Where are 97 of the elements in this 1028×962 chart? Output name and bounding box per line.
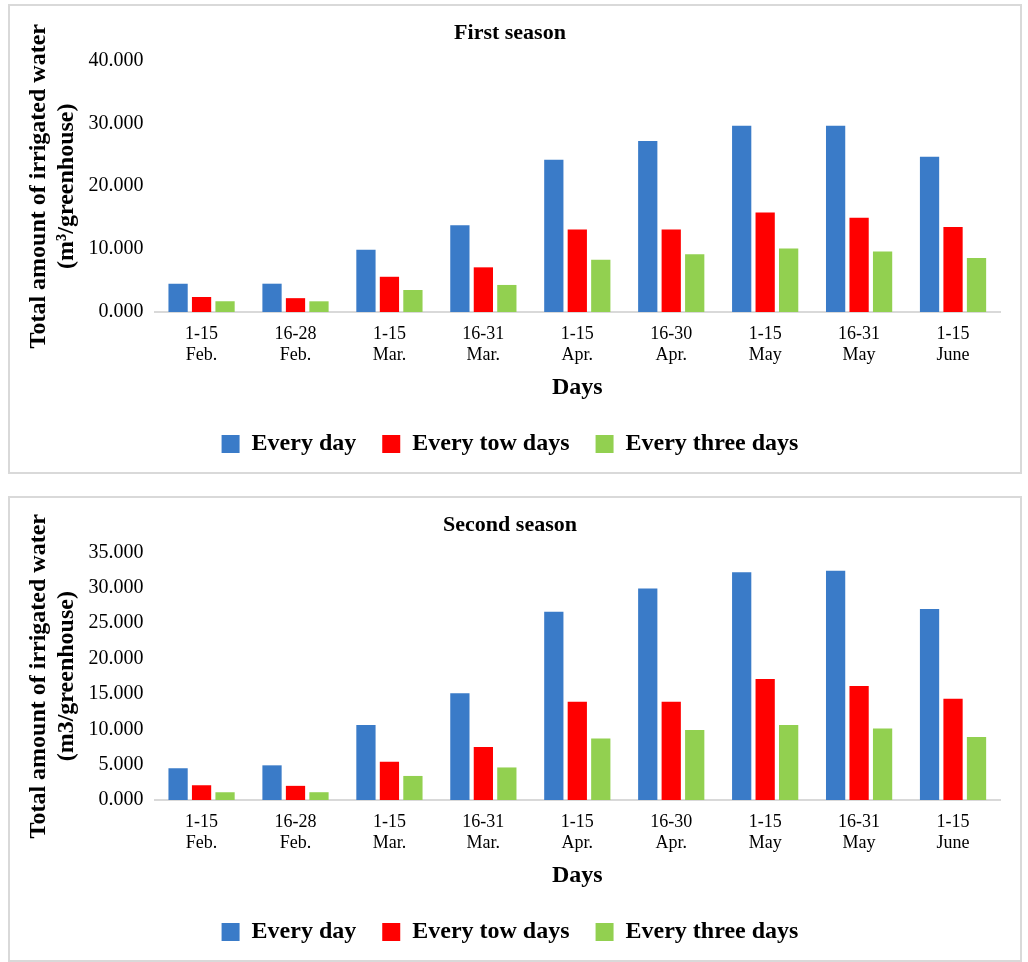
bar	[262, 283, 282, 312]
bar	[309, 301, 329, 312]
y-axis-title: Total amount of irrigated water (m3/greenhouse)	[23, 513, 79, 839]
bar	[403, 289, 423, 312]
bar	[943, 227, 963, 312]
bar	[732, 125, 752, 312]
x-tick-label: 16-30 Apr.	[650, 322, 693, 365]
bar	[473, 267, 493, 312]
bar	[779, 248, 799, 312]
x-tick-label: 1-15 Apr.	[560, 810, 594, 853]
bar	[966, 257, 987, 312]
bar	[943, 698, 963, 800]
legend-label: Every tow days	[412, 917, 570, 944]
x-tick-label: 1-15 May	[748, 810, 782, 853]
bar	[567, 701, 587, 800]
y-tick-label: 5.000	[98, 751, 144, 774]
bar	[685, 254, 705, 312]
bar	[450, 225, 470, 312]
bar	[919, 608, 940, 800]
x-tick-label: 1-15 Feb.	[185, 322, 219, 365]
bar	[872, 728, 893, 800]
y-tick-label: 0.000	[98, 787, 144, 810]
legend-label: Every day	[251, 917, 357, 944]
x-tick-label: 16-31 May	[838, 810, 881, 853]
x-tick-label: 1-15 June	[936, 810, 970, 853]
bar	[215, 792, 235, 800]
chart-title: First season	[454, 18, 566, 44]
legend-label: Every tow days	[412, 429, 570, 456]
bar	[356, 725, 376, 800]
bar	[544, 611, 564, 800]
x-tick-label: 16-28 Feb.	[274, 322, 317, 365]
y-axis-title: Total amount of irrigated water (m³/greenhouse)	[23, 23, 79, 349]
y-tick-label: 10.000	[88, 236, 144, 259]
bar	[638, 140, 658, 312]
bar	[919, 156, 940, 312]
x-tick-label: 16-28 Feb.	[274, 810, 317, 853]
bar	[872, 251, 893, 312]
bar	[403, 775, 423, 800]
bar	[285, 785, 306, 800]
bar	[779, 725, 799, 800]
y-tick-label: 40.000	[88, 47, 144, 70]
x-tick-label: 1-15 Feb.	[185, 810, 219, 853]
bar	[450, 693, 470, 800]
x-tick-label: 16-30 Apr.	[650, 810, 693, 853]
x-tick-label: 16-31 Mar.	[462, 810, 505, 853]
chart-title: Second season	[443, 510, 577, 536]
bar	[755, 679, 775, 800]
legend-label: Every day	[251, 429, 357, 456]
y-tick-label: 30.000	[88, 110, 144, 133]
legend-label: Every three days	[625, 917, 799, 944]
bar	[591, 738, 611, 800]
bar	[356, 249, 376, 312]
x-tick-label: 16-31 May	[838, 322, 881, 365]
bar	[215, 301, 235, 312]
bar	[661, 701, 681, 800]
x-tick-label: 1-15 Apr.	[560, 322, 594, 365]
y-tick-label: 20.000	[88, 645, 144, 668]
bar	[191, 296, 212, 312]
bar	[825, 125, 846, 312]
bar	[497, 767, 517, 800]
bar	[473, 746, 493, 800]
bar	[168, 283, 188, 312]
x-tick-label: 1-15 May	[748, 322, 782, 365]
x-tick-label: 1-15 Mar.	[372, 322, 407, 365]
bar	[262, 765, 282, 800]
y-tick-label: 30.000	[88, 575, 144, 598]
bar	[191, 785, 212, 800]
bar	[685, 729, 705, 800]
bar	[497, 284, 517, 312]
bar	[966, 737, 987, 800]
bar	[567, 229, 587, 312]
y-tick-label: 15.000	[88, 681, 144, 704]
y-tick-label: 25.000	[88, 610, 144, 633]
bar	[168, 768, 188, 800]
legend-label: Every three days	[625, 429, 799, 456]
x-axis-title: Days	[551, 372, 603, 399]
y-tick-label: 10.000	[88, 716, 144, 739]
bar	[825, 570, 846, 800]
bar	[755, 212, 775, 312]
x-tick-label: 1-15 Mar.	[372, 810, 407, 853]
bar	[849, 686, 869, 800]
bar	[379, 276, 400, 312]
bar	[285, 298, 306, 312]
bar	[309, 792, 329, 800]
x-tick-label: 16-31 Mar.	[462, 322, 505, 365]
bar	[379, 761, 400, 800]
bar	[638, 588, 658, 800]
x-axis-title: Days	[551, 860, 603, 887]
bar	[544, 159, 564, 312]
bar	[732, 572, 752, 800]
y-tick-label: 20.000	[88, 173, 144, 196]
bar	[661, 229, 681, 312]
y-tick-label: 0.000	[98, 299, 144, 322]
bar	[591, 259, 611, 312]
y-tick-label: 35.000	[88, 539, 144, 562]
x-tick-label: 1-15 June	[936, 322, 970, 365]
bar	[849, 217, 869, 312]
